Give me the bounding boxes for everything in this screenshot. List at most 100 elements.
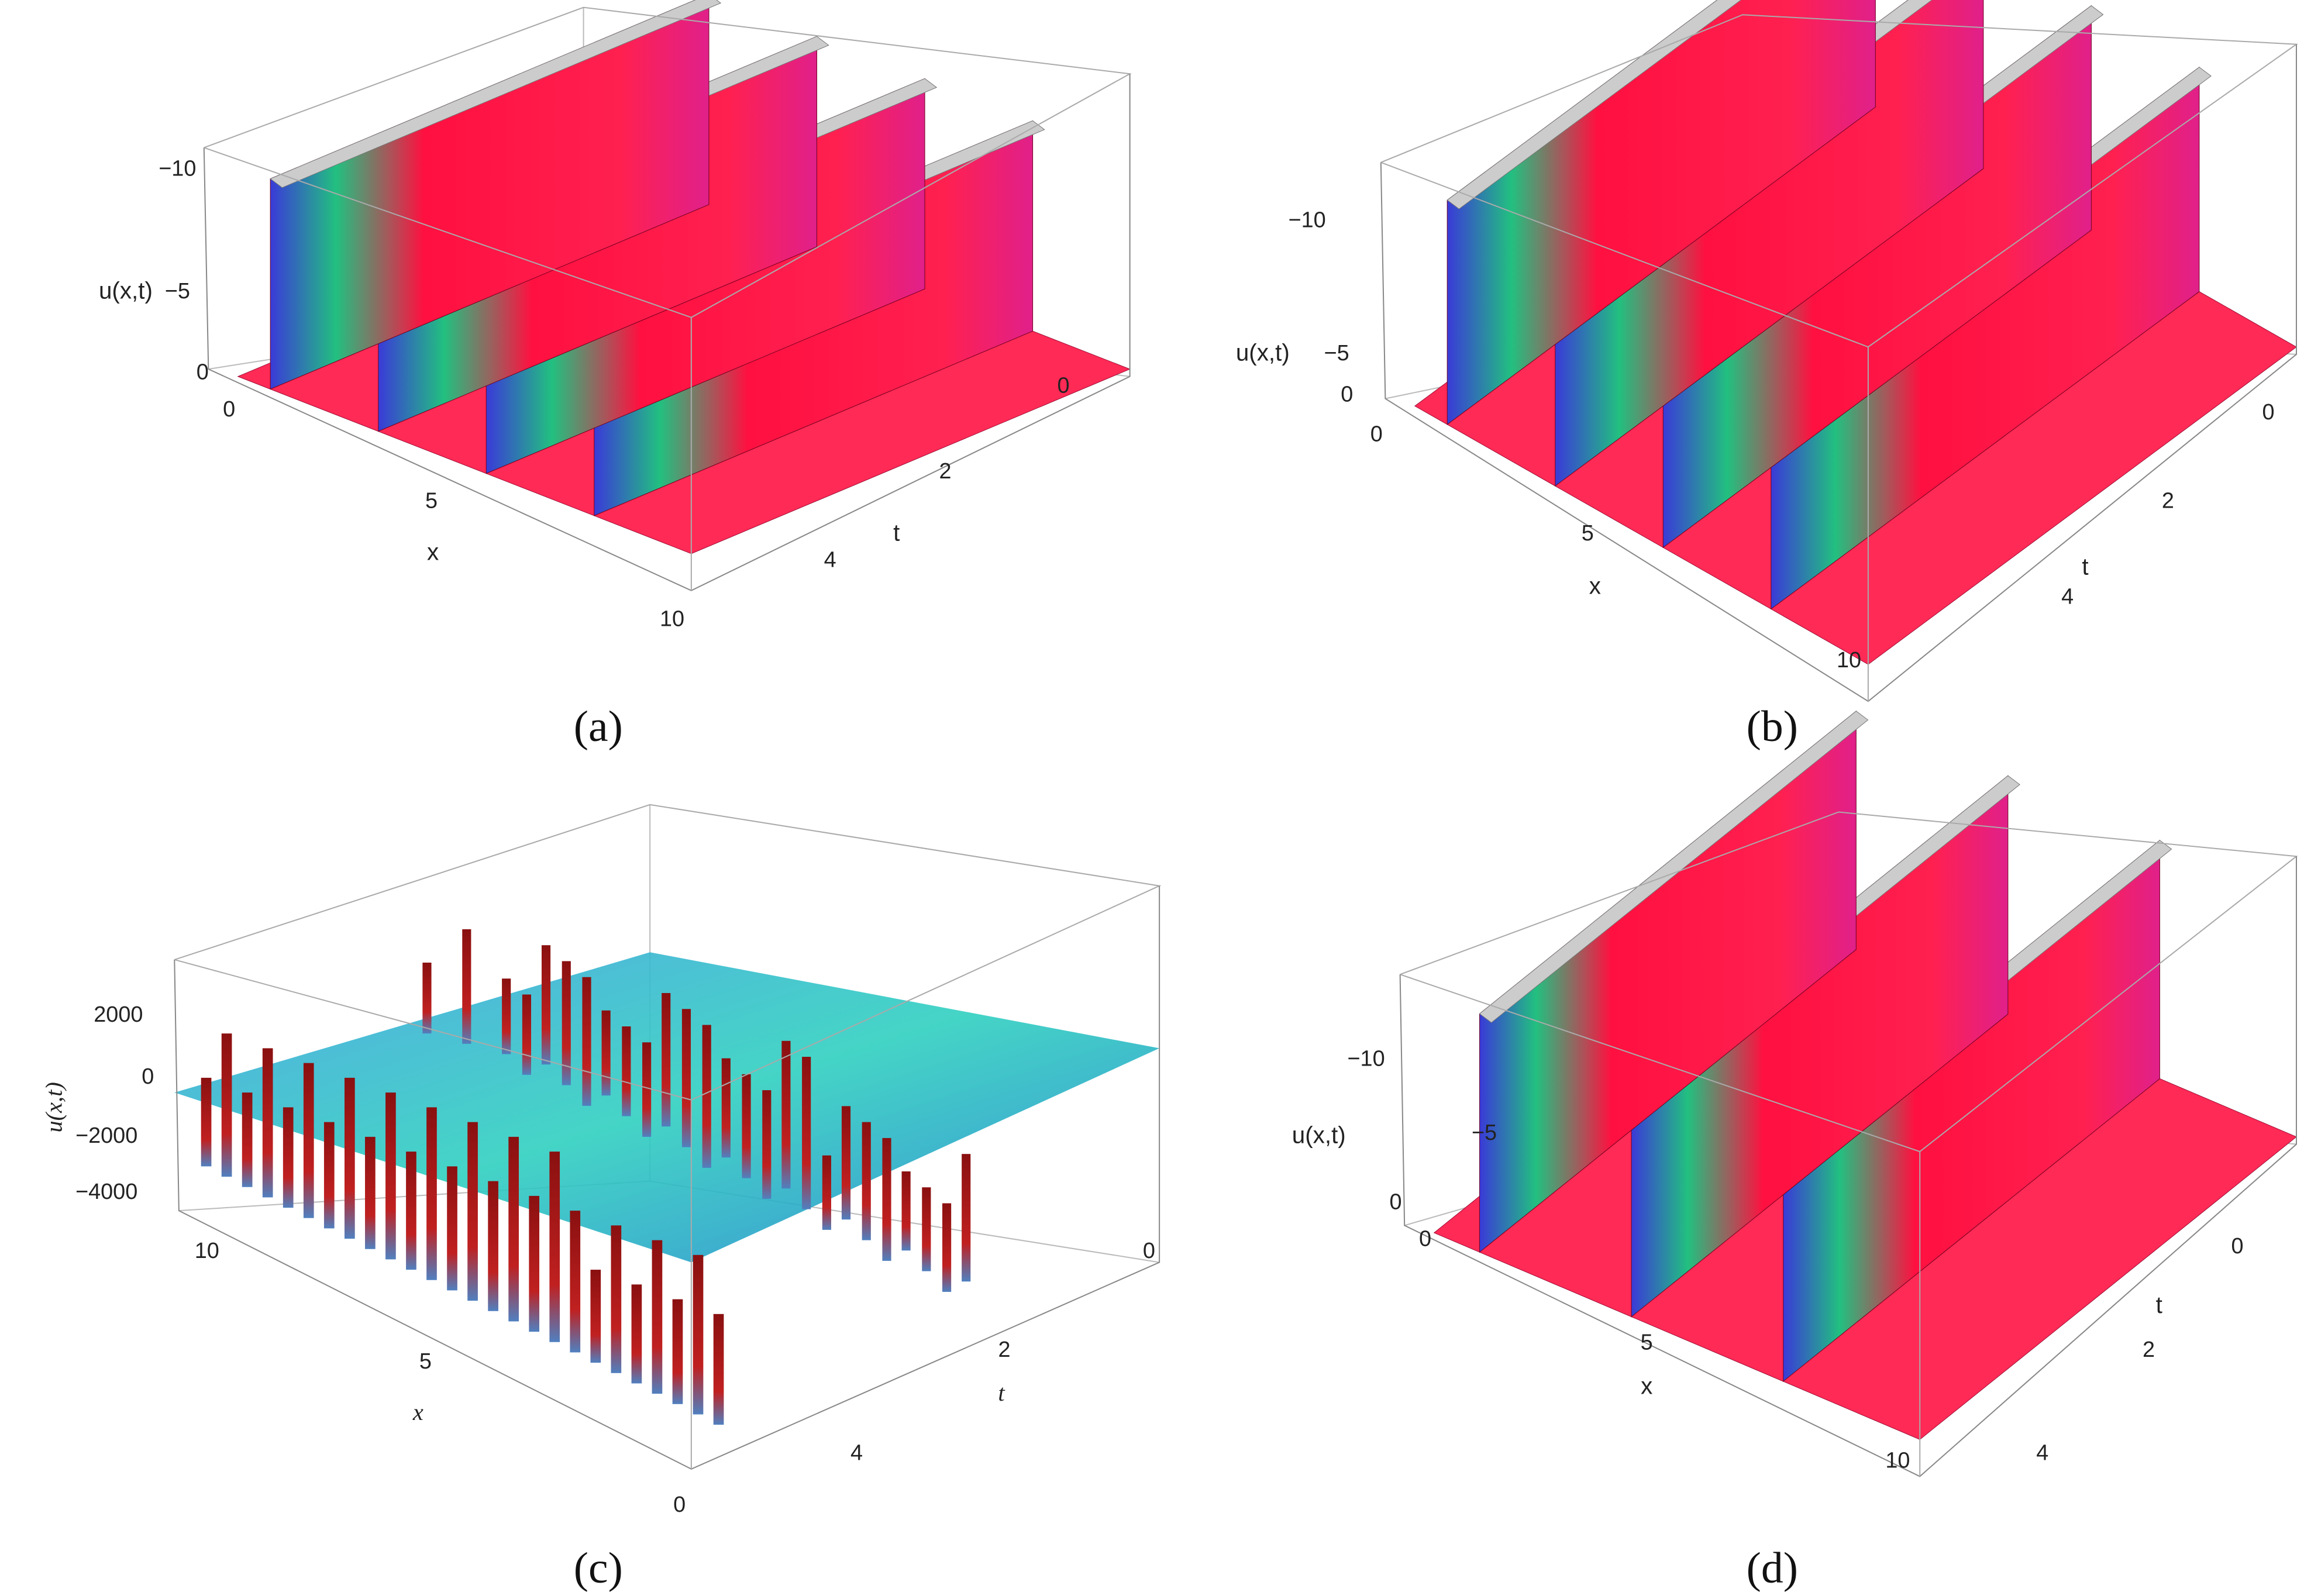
ridge (270, 0, 710, 390)
spike (570, 1211, 581, 1353)
t-tick-label: 4 (2036, 1441, 2048, 1466)
t-tick-label: 2 (2162, 488, 2174, 513)
panel-caption: (d) (1747, 1544, 1798, 1592)
t-tick-label: 4 (2061, 584, 2074, 609)
spike (702, 1025, 711, 1168)
ridge-cap (1479, 711, 1869, 1023)
z-tick-label: −5 (165, 279, 190, 304)
x-tick-label: 5 (1641, 1330, 1653, 1354)
z-tick-label: 0 (142, 1064, 154, 1089)
spike (303, 1063, 314, 1218)
spike (344, 1077, 355, 1239)
spike (201, 1077, 212, 1167)
t-axis-label: t (2156, 1291, 2162, 1318)
spike (590, 1270, 601, 1363)
z-tick-label: 2000 (94, 1002, 143, 1027)
spike (582, 977, 591, 1106)
spike (802, 1057, 811, 1209)
panel: −10 −5 0 u(x,t) 0 5 10 x 0 2 4 t (d) (1292, 710, 2298, 1592)
spike (841, 1106, 851, 1220)
spike (467, 1122, 478, 1301)
panel-caption: (c) (574, 1544, 623, 1592)
x-tick-label: 0 (673, 1492, 686, 1517)
spike (562, 961, 571, 1085)
z-tick-label: −5 (1324, 341, 1349, 366)
x-axis-label: x (1641, 1373, 1652, 1399)
spike (502, 978, 511, 1054)
panel: −10 −5 0 u(x,t) 0 5 10 x 0 2 4t (b) (1236, 0, 2298, 751)
x-tick-label: 0 (1370, 422, 1383, 447)
z-tick-label: −10 (1347, 1047, 1385, 1071)
spike (681, 1009, 691, 1147)
t-tick-label: 2 (2143, 1338, 2155, 1362)
x-tick-label: 10 (1885, 1448, 1910, 1473)
spike (529, 1195, 540, 1332)
spike (672, 1299, 683, 1404)
ridge-cap (270, 0, 722, 188)
z-axis-label: u(x,t) (1236, 339, 1290, 366)
panel-caption: (a) (574, 702, 623, 751)
spike (901, 1171, 911, 1251)
t-tick-label: 0 (2231, 1234, 2243, 1259)
spike (488, 1181, 498, 1311)
x-tick-label: 10 (195, 1239, 219, 1263)
z-tick-label: 0 (1390, 1190, 1402, 1214)
z-tick-label: −10 (159, 156, 196, 181)
spike (462, 929, 471, 1044)
z-axis-label: u(x,t) (41, 1082, 67, 1132)
spike (942, 1203, 952, 1292)
ridge-cap (1447, 0, 1742, 209)
t-tick-label: 0 (1057, 373, 1069, 398)
spike (882, 1137, 891, 1261)
spike (406, 1152, 416, 1270)
x-axis-label: x (412, 1399, 423, 1425)
z-axis-label: u(x,t) (99, 277, 153, 304)
x-axis-label: x (427, 538, 439, 565)
t-axis-label: t (2082, 553, 2088, 580)
spike (549, 1152, 560, 1342)
t-tick-label: 0 (1143, 1239, 1155, 1263)
ridge (1447, 0, 1876, 425)
z-tick-label: 0 (1341, 382, 1353, 407)
spike (652, 1240, 663, 1394)
spike (422, 962, 432, 1034)
x-tick-label: 5 (419, 1349, 432, 1374)
panels: −10−50u(x,t)0510x024t(a)−10−50u(x,t)0510… (41, 0, 2298, 1592)
spike (365, 1136, 376, 1249)
x-tick-label: 0 (1419, 1227, 1431, 1252)
spike (781, 1040, 791, 1189)
t-axis-label: t (998, 1380, 1005, 1406)
spike (323, 1122, 335, 1229)
panel-caption: (b) (1747, 702, 1798, 751)
spike (426, 1107, 437, 1280)
spike (508, 1136, 519, 1322)
t-axis-label: t (893, 519, 900, 546)
z-tick-label: −4000 (75, 1180, 137, 1204)
x-tick-label: 10 (660, 606, 684, 631)
spike (522, 994, 531, 1075)
spike (713, 1314, 724, 1425)
spike (822, 1155, 831, 1230)
x-tick-label: 5 (1582, 521, 1594, 546)
spike (721, 1058, 731, 1158)
z-tick-label: −10 (1288, 208, 1325, 233)
spike (447, 1166, 457, 1291)
t-tick-label: 2 (939, 459, 952, 484)
spike (541, 945, 551, 1065)
spike (742, 1074, 751, 1178)
x-tick-label: 0 (223, 397, 235, 422)
z-tick-label: −2000 (75, 1123, 137, 1148)
t-tick-label: 4 (850, 1441, 863, 1466)
spike (221, 1033, 232, 1177)
t-tick-label: 4 (824, 547, 836, 572)
box-edge (174, 885, 1160, 1470)
spike (601, 1010, 611, 1096)
spike (622, 1026, 631, 1116)
spike (283, 1107, 294, 1208)
spike (262, 1048, 273, 1198)
spike (642, 1042, 652, 1137)
spike (242, 1092, 253, 1187)
x-axis-label: x (1589, 572, 1601, 599)
